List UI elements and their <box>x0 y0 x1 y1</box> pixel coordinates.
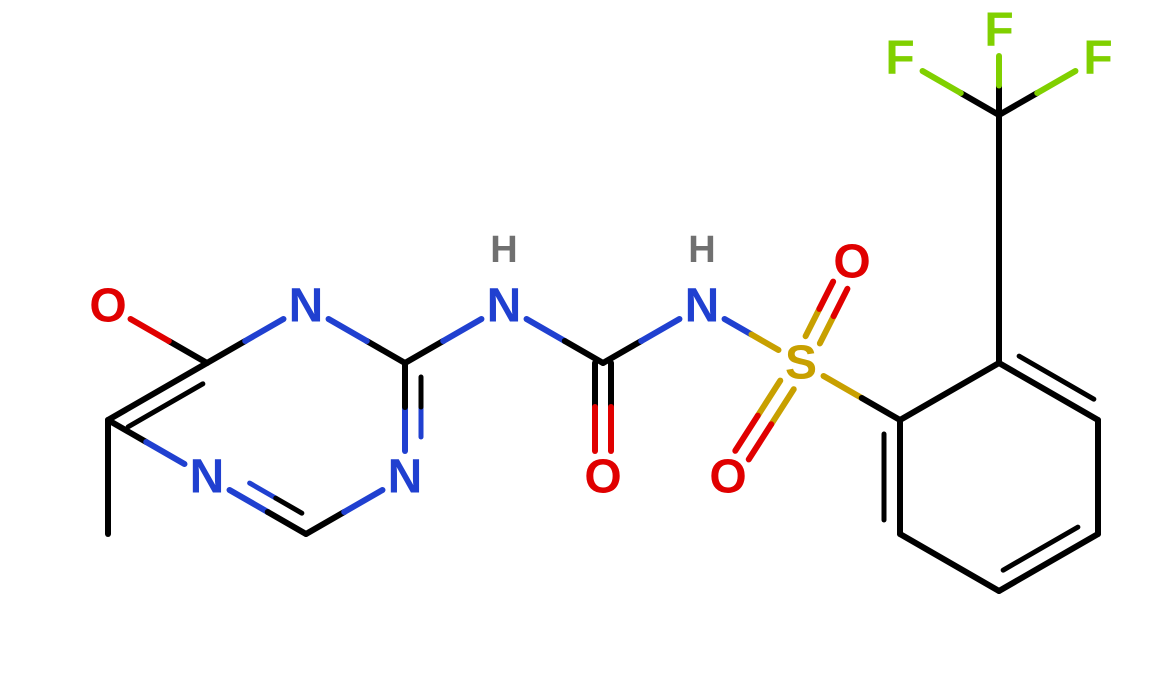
atom-label-f: F <box>984 4 1013 57</box>
atom-label-o: O <box>833 236 870 289</box>
atom-label-n: N <box>289 280 324 333</box>
molecule-diagram: NONNNHONHSOOFFF <box>0 0 1154 676</box>
atom-label-o: O <box>584 451 621 504</box>
atom-label-o: O <box>89 280 126 333</box>
atom-label-o: O <box>709 451 746 504</box>
atom-label-h: H <box>490 229 517 271</box>
atom-label-n: N <box>685 280 720 333</box>
atom-label-n: N <box>190 451 225 504</box>
atom-label-f: F <box>885 32 914 85</box>
atom-label-h: H <box>688 229 715 271</box>
atom-label-s: S <box>785 337 817 390</box>
atom-label-n: N <box>487 280 522 333</box>
atom-label-n: N <box>388 451 423 504</box>
atom-label-f: F <box>1083 32 1112 85</box>
